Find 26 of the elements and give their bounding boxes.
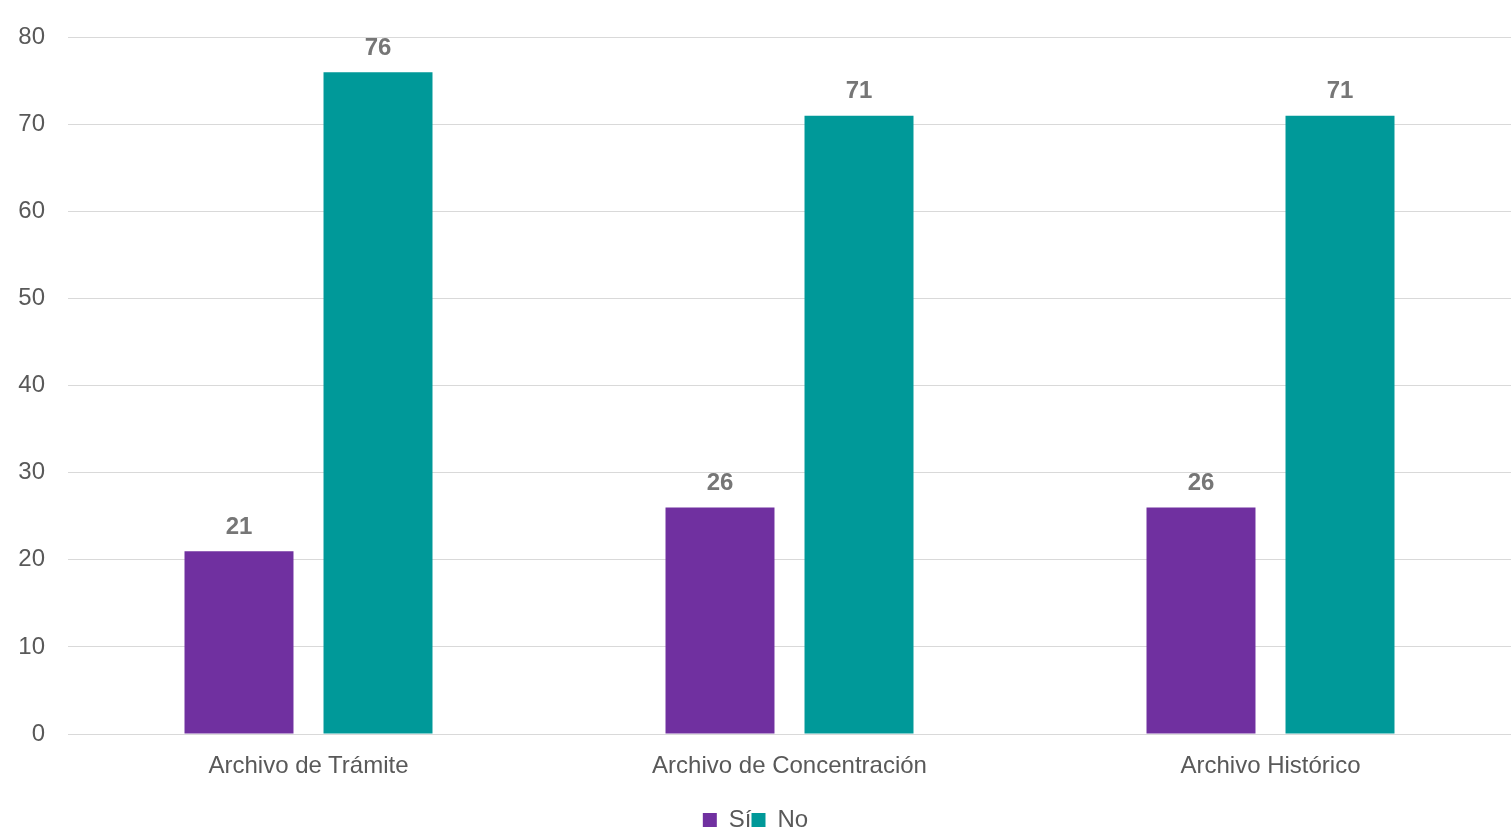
bar [665,507,775,734]
bar [184,551,294,734]
y-tick-label: 0 [31,718,45,746]
y-tick-label: 10 [18,631,45,659]
y-tick-label: 20 [18,544,45,572]
data-label: 76 [364,32,392,60]
data-label: 26 [706,468,734,496]
data-label: 71 [1326,76,1354,104]
y-tick-label: 50 [18,283,45,311]
y-tick-label: 70 [18,109,45,137]
x-tick-label: Archivo Histórico [1180,751,1361,779]
x-tick-label: Archivo de Concentración [652,751,927,779]
y-tick-label: 30 [18,457,45,485]
bar [1146,507,1256,734]
data-label: 21 [225,511,253,539]
legend-label: No [777,804,809,832]
bar [804,115,914,734]
bar [1285,115,1395,734]
data-label: 71 [845,76,873,104]
data-label: 26 [1187,468,1215,496]
legend-label: Sí [728,804,752,832]
bar [323,72,433,734]
y-tick-label: 60 [18,196,45,224]
x-tick-label: Archivo de Trámite [208,751,409,779]
y-tick-label: 40 [18,370,45,398]
y-tick-label: 80 [18,22,45,50]
